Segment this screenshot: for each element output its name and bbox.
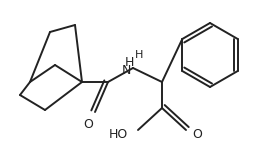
Text: O: O (83, 118, 93, 131)
Text: H: H (135, 50, 143, 60)
Text: HO: HO (109, 128, 128, 140)
Text: H: H (125, 55, 134, 69)
Text: O: O (192, 128, 202, 140)
Text: N: N (122, 64, 131, 76)
